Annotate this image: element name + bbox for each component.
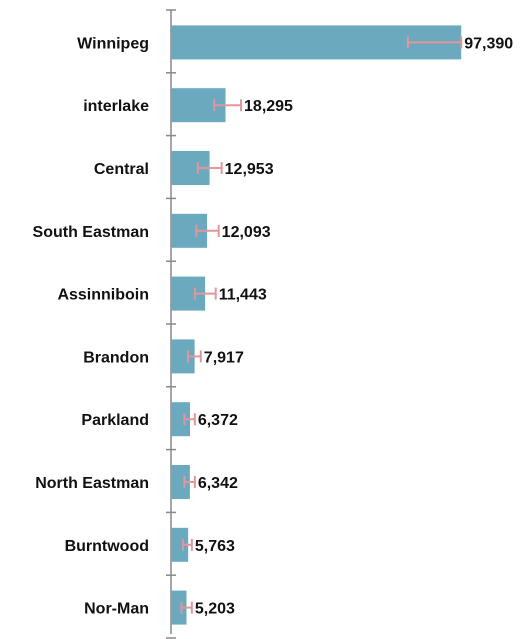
category-label: interlake (83, 98, 149, 115)
bars (171, 25, 462, 625)
error-bar (195, 224, 220, 237)
value-label: 97,390 (464, 35, 513, 52)
value-label: 5,763 (195, 538, 235, 555)
error-bar (183, 413, 196, 426)
error-bars (180, 36, 463, 614)
value-label: 5,203 (195, 601, 235, 618)
category-label: Brandon (83, 349, 149, 366)
category-label: Winnipeg (77, 35, 149, 52)
value-label: 12,953 (225, 161, 274, 178)
bar (171, 402, 190, 437)
category-label: Assinniboin (57, 287, 149, 304)
value-labels: 97,390 18,295 12,953 12,093 11,443 7,917 6,372… (195, 35, 513, 617)
error-bar (196, 162, 223, 174)
category-label: Burntwood (65, 538, 149, 555)
error-bar (213, 99, 243, 112)
category-label: Parkland (81, 412, 149, 429)
value-label: 12,093 (222, 224, 271, 241)
category-label: Central (94, 161, 149, 178)
error-bar (193, 287, 217, 300)
value-label: 6,342 (198, 475, 238, 492)
category-label: Nor-Man (84, 601, 149, 618)
value-label: 6,372 (198, 412, 238, 429)
category-label: North Eastman (35, 475, 149, 492)
category-label: South Eastman (33, 224, 149, 241)
bar (171, 339, 195, 374)
error-bar (186, 350, 202, 363)
error-bar (181, 538, 193, 551)
bar (171, 465, 190, 499)
value-label: 11,443 (219, 287, 267, 304)
bar (171, 527, 189, 562)
error-bar (180, 601, 193, 614)
error-bar (183, 476, 196, 488)
error-bar (406, 36, 463, 49)
axis-ticks (166, 9, 176, 639)
category-labels: Winnipeg interlake Central South Eastman Ass… (33, 35, 150, 617)
value-label: 7,917 (204, 349, 244, 366)
bar (171, 590, 187, 625)
value-label: 18,295 (244, 98, 293, 115)
